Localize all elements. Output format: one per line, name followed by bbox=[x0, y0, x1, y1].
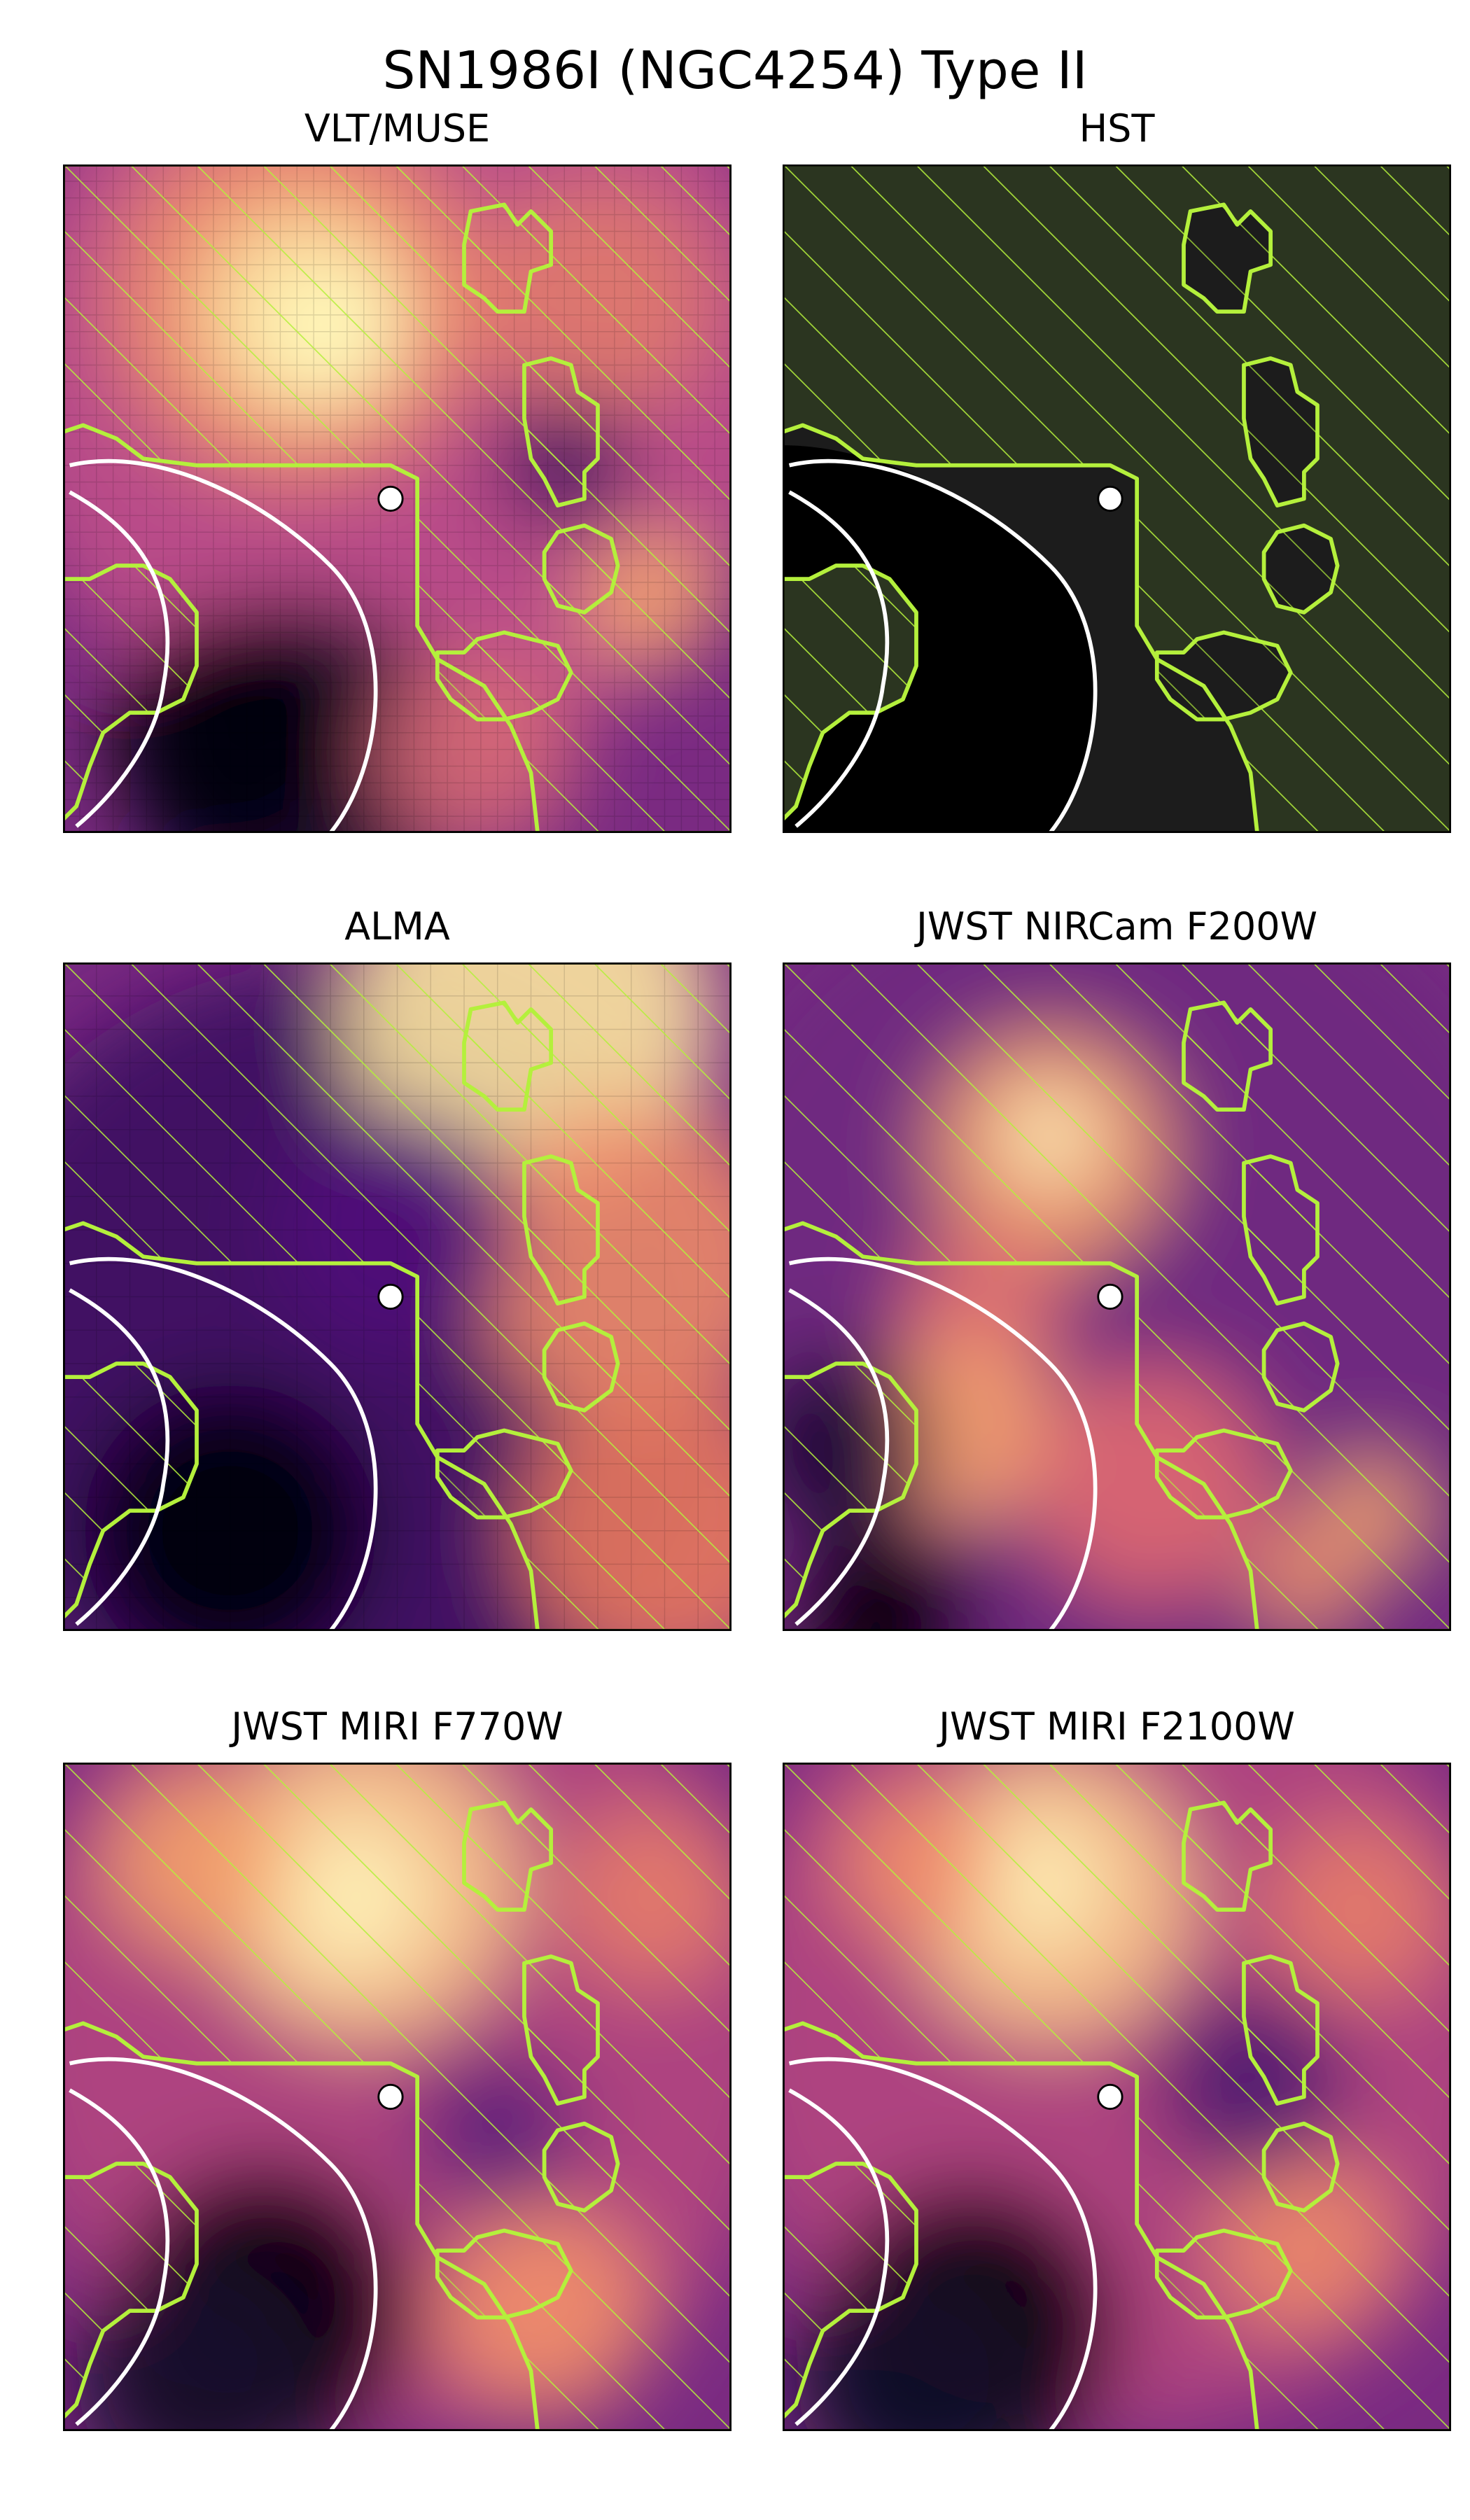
panel-title: JWST MIRI F770W bbox=[231, 1704, 564, 1749]
panel-image bbox=[783, 962, 1451, 1631]
panel-jwst-miri-f2100w: JWST MIRI F2100W bbox=[783, 1704, 1451, 2431]
panel-title: JWST NIRCam F200W bbox=[916, 904, 1317, 948]
panel-alma: ALMA bbox=[63, 904, 732, 1631]
panel-image bbox=[63, 1763, 732, 2431]
panel-title: HST bbox=[1079, 106, 1155, 150]
panel-vlt-muse: VLT/MUSE bbox=[63, 106, 732, 833]
panel-title: JWST MIRI F2100W bbox=[939, 1704, 1295, 1749]
figure-title: SN1986I (NGC4254) Type II bbox=[382, 41, 1088, 101]
panel-jwst-miri-f770w: JWST MIRI F770W bbox=[63, 1704, 732, 2431]
panel-jwst-nircam-f200w: JWST NIRCam F200W bbox=[783, 904, 1451, 1631]
panel-image bbox=[63, 962, 732, 1631]
panel-image bbox=[783, 1763, 1451, 2431]
panel-image bbox=[783, 164, 1451, 833]
panel-image bbox=[63, 164, 732, 833]
panel-title: VLT/MUSE bbox=[304, 106, 491, 150]
panel-hst: HST bbox=[783, 106, 1451, 833]
panel-title: ALMA bbox=[344, 904, 450, 948]
